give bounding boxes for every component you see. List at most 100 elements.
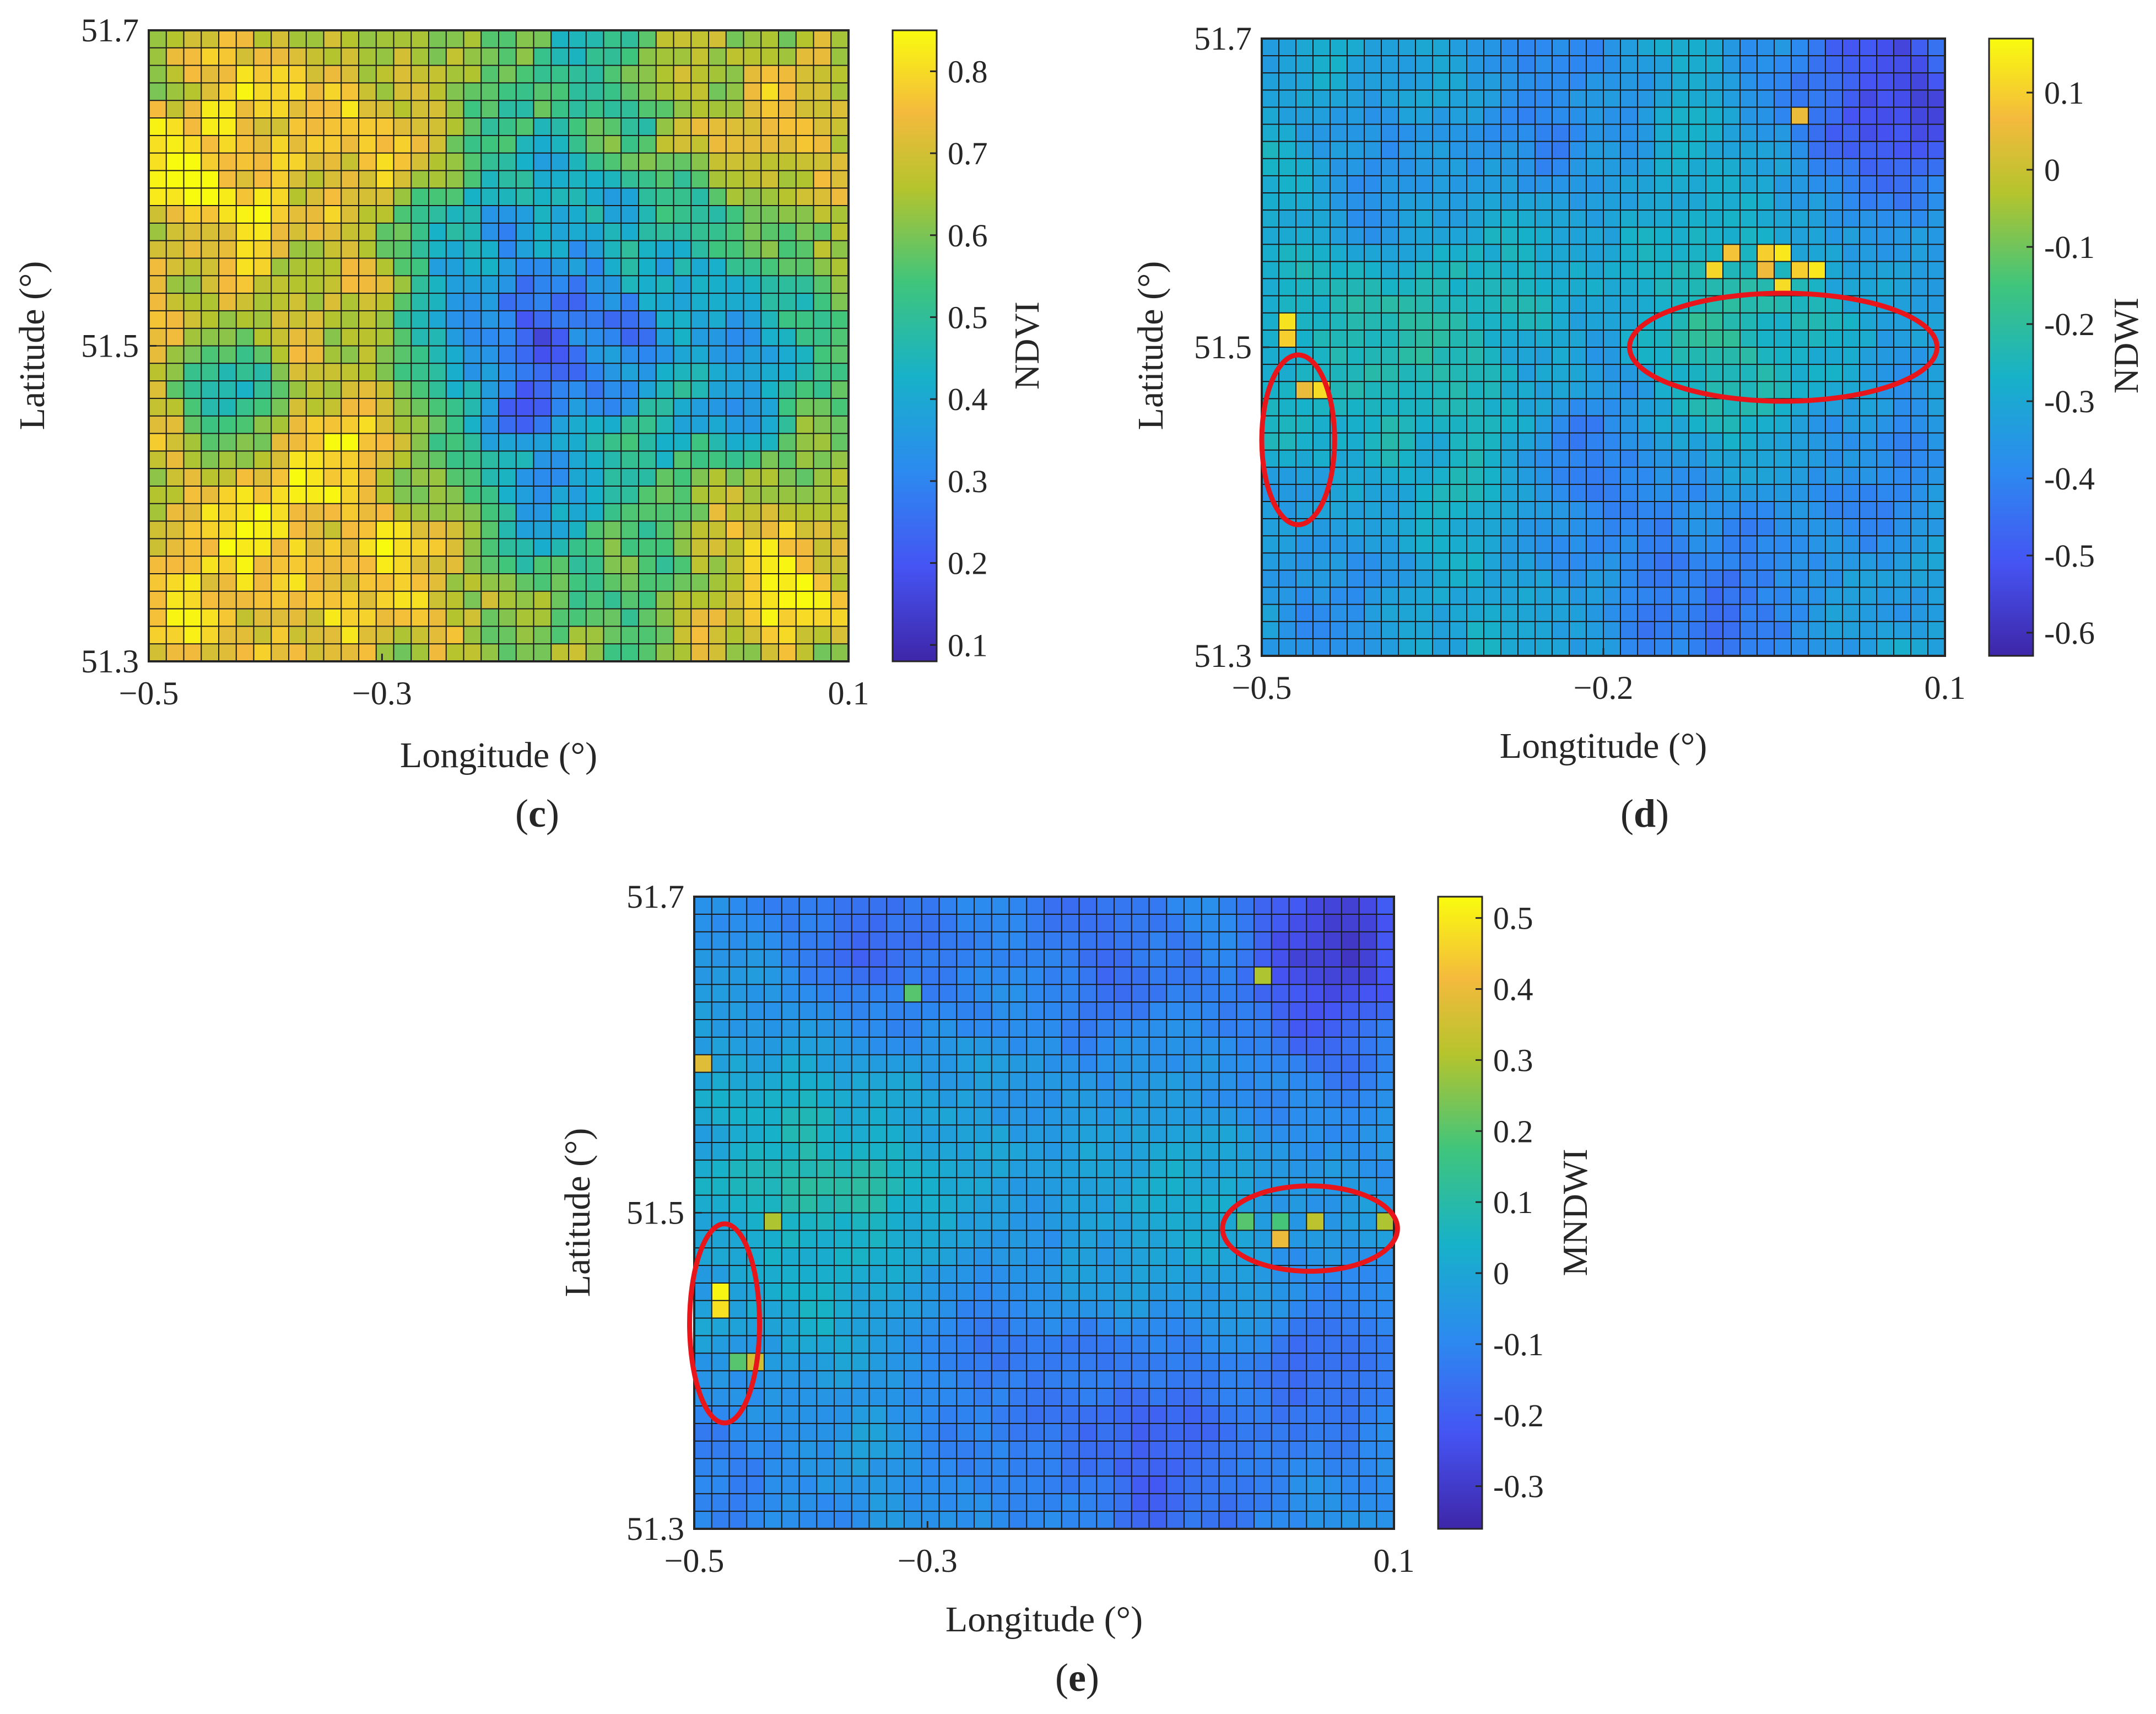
heatmap-cell [201,591,219,610]
heatmap-cell [341,310,359,329]
heatmap-cell [463,47,482,66]
heatmap-cell [1877,587,1894,605]
heatmap-cell [236,398,255,417]
heatmap-cell [1484,193,1501,211]
heatmap-cell [1341,914,1360,933]
heatmap-cell [1364,158,1382,176]
heatmap-cell [1603,604,1621,622]
heatmap-cell [957,1020,975,1038]
heatmap-cell [1638,347,1655,365]
heatmap-cell [1774,107,1792,125]
heatmap-cell [779,328,797,347]
heatmap-cell [1484,312,1501,331]
heatmap-cell [411,433,429,451]
heatmap-cell [1501,519,1519,536]
heatmap-cell [1398,39,1416,56]
heatmap-cell [817,1054,835,1073]
heatmap-cell [1791,450,1809,468]
heatmap-cell [1501,158,1519,176]
heatmap-cell [1289,1476,1307,1494]
heatmap-cell [1740,347,1758,365]
heatmap-cell [1306,1072,1325,1091]
heatmap-cell [939,1476,957,1494]
heatmap-cell [1026,984,1045,1002]
heatmap-cell [446,276,464,294]
heatmap-cell [1860,210,1877,228]
heatmap-cell [1655,278,1672,297]
heatmap-cell [957,931,975,950]
heatmap-cell [1569,73,1587,90]
heatmap-cell [1254,1125,1272,1143]
heatmap-cell [1114,1142,1132,1161]
heatmap-cell [1535,587,1553,605]
heatmap-cell [1706,604,1723,622]
heatmap-cell [1706,638,1723,656]
heatmap-cell [1009,1230,1027,1248]
heatmap-cell [1324,1107,1342,1125]
heatmap-cell [1262,295,1279,314]
heatmap-cell [711,1388,730,1406]
heatmap-cell [183,626,202,644]
heatmap-cell [1484,73,1501,90]
heatmap-cell [887,1142,905,1161]
heatmap-cell [253,118,272,136]
heatmap-cell [1672,210,1689,228]
heatmap-cell [1603,90,1621,108]
heatmap-cell [481,398,499,417]
heatmap-cell [796,240,814,259]
heatmap-cell [729,1318,747,1336]
heatmap-cell [1501,398,1519,417]
heatmap-cell [1808,553,1826,571]
heatmap-cell [726,276,744,294]
heatmap-cell [1518,158,1536,176]
heatmap-cell [183,346,202,364]
heatmap-cell [603,433,622,451]
heatmap-cell [1928,39,1946,56]
heatmap-cell [1289,1441,1307,1459]
heatmap-cell [1774,39,1792,56]
heatmap-cell [1757,638,1775,656]
heatmap-cell [656,644,674,662]
heatmap-cell [957,1142,975,1161]
heatmap-cell [1061,1335,1080,1354]
heatmap-cell [957,1371,975,1389]
heatmap-cell [253,486,272,504]
heatmap-cell [1569,244,1587,262]
heatmap-cell [1364,193,1382,211]
heatmap-cell [1620,227,1638,245]
heatmap-cell [201,135,219,154]
heatmap-cell [887,1458,905,1477]
heatmap-cell [289,608,307,627]
heatmap-cell [1201,1458,1220,1477]
heatmap-cell [1313,73,1331,90]
heatmap-cell [376,591,395,610]
heatmap-cell [1791,484,1809,502]
heatmap-cell [1114,1458,1132,1477]
heatmap-cell [1825,433,1843,451]
heatmap-cell [236,240,255,259]
heatmap-cell [709,433,727,451]
heatmap-cell [1009,1020,1027,1038]
heatmap-cell [429,644,447,662]
heatmap-cell [463,223,482,241]
heatmap-cell [691,573,709,592]
heatmap-cell [1026,1125,1045,1143]
heatmap-cell [481,433,499,451]
colorbar-d [1988,37,2034,657]
heatmap-cell [1774,433,1792,451]
heatmap-cell [376,47,395,66]
heatmap-cell [1271,1037,1290,1055]
heatmap-cell [1044,1282,1062,1301]
heatmap-cell [1774,621,1792,639]
heatmap-cell [779,47,797,66]
heatmap-cell [586,573,604,592]
heatmap-cell [781,1020,800,1038]
heatmap-cell [743,346,761,364]
heatmap-cell [1894,416,1911,434]
heatmap-cell [1620,519,1638,536]
heatmap-cell [991,1160,1010,1178]
heatmap-cell [796,118,814,136]
heatmap-cell [166,83,185,101]
heatmap-cell [1484,278,1501,297]
heatmap-cell [1009,1494,1027,1512]
